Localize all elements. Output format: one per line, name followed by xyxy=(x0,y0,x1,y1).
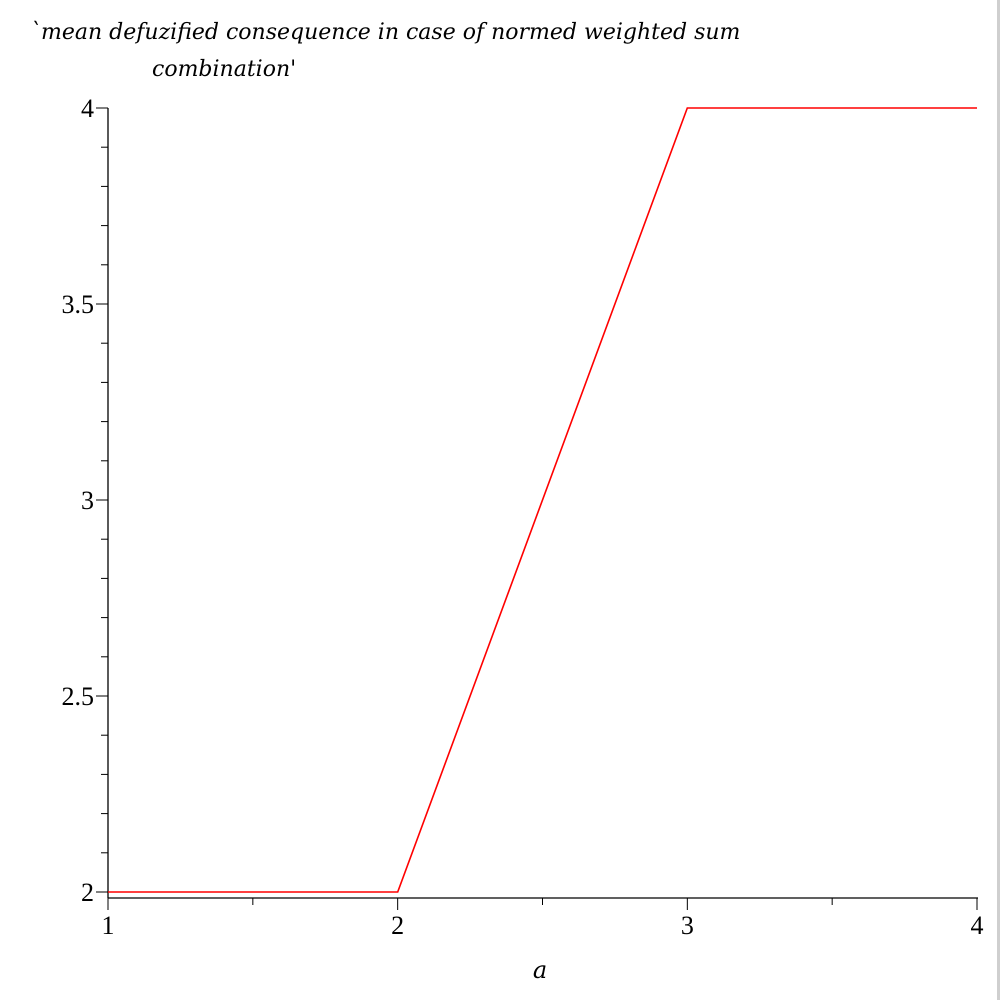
y-tick-label: 2 xyxy=(81,878,94,907)
axes xyxy=(107,108,978,899)
x-tick-label: 4 xyxy=(971,911,984,940)
y-tick-label: 3 xyxy=(81,486,94,515)
y-tick-label: 4 xyxy=(81,94,94,123)
x-tick-label: 2 xyxy=(391,911,404,940)
chart-title-line-2: combination' xyxy=(152,57,297,82)
tick-marks xyxy=(96,107,978,910)
x-axis-title: a xyxy=(533,956,547,984)
right-edge-border xyxy=(997,0,1000,1000)
tick-labels: 22.533.541 2 3 4 xyxy=(62,94,984,940)
x-tick-label: 3 xyxy=(681,911,694,940)
y-tick-label: 3.5 xyxy=(62,290,95,319)
series-line-0 xyxy=(108,107,977,893)
y-tick-label: 2.5 xyxy=(62,682,95,711)
series-group xyxy=(108,107,977,893)
chart-title-line-1: `mean defuzified consequence in case of … xyxy=(30,20,741,45)
x-tick-label: 1 xyxy=(102,911,115,940)
